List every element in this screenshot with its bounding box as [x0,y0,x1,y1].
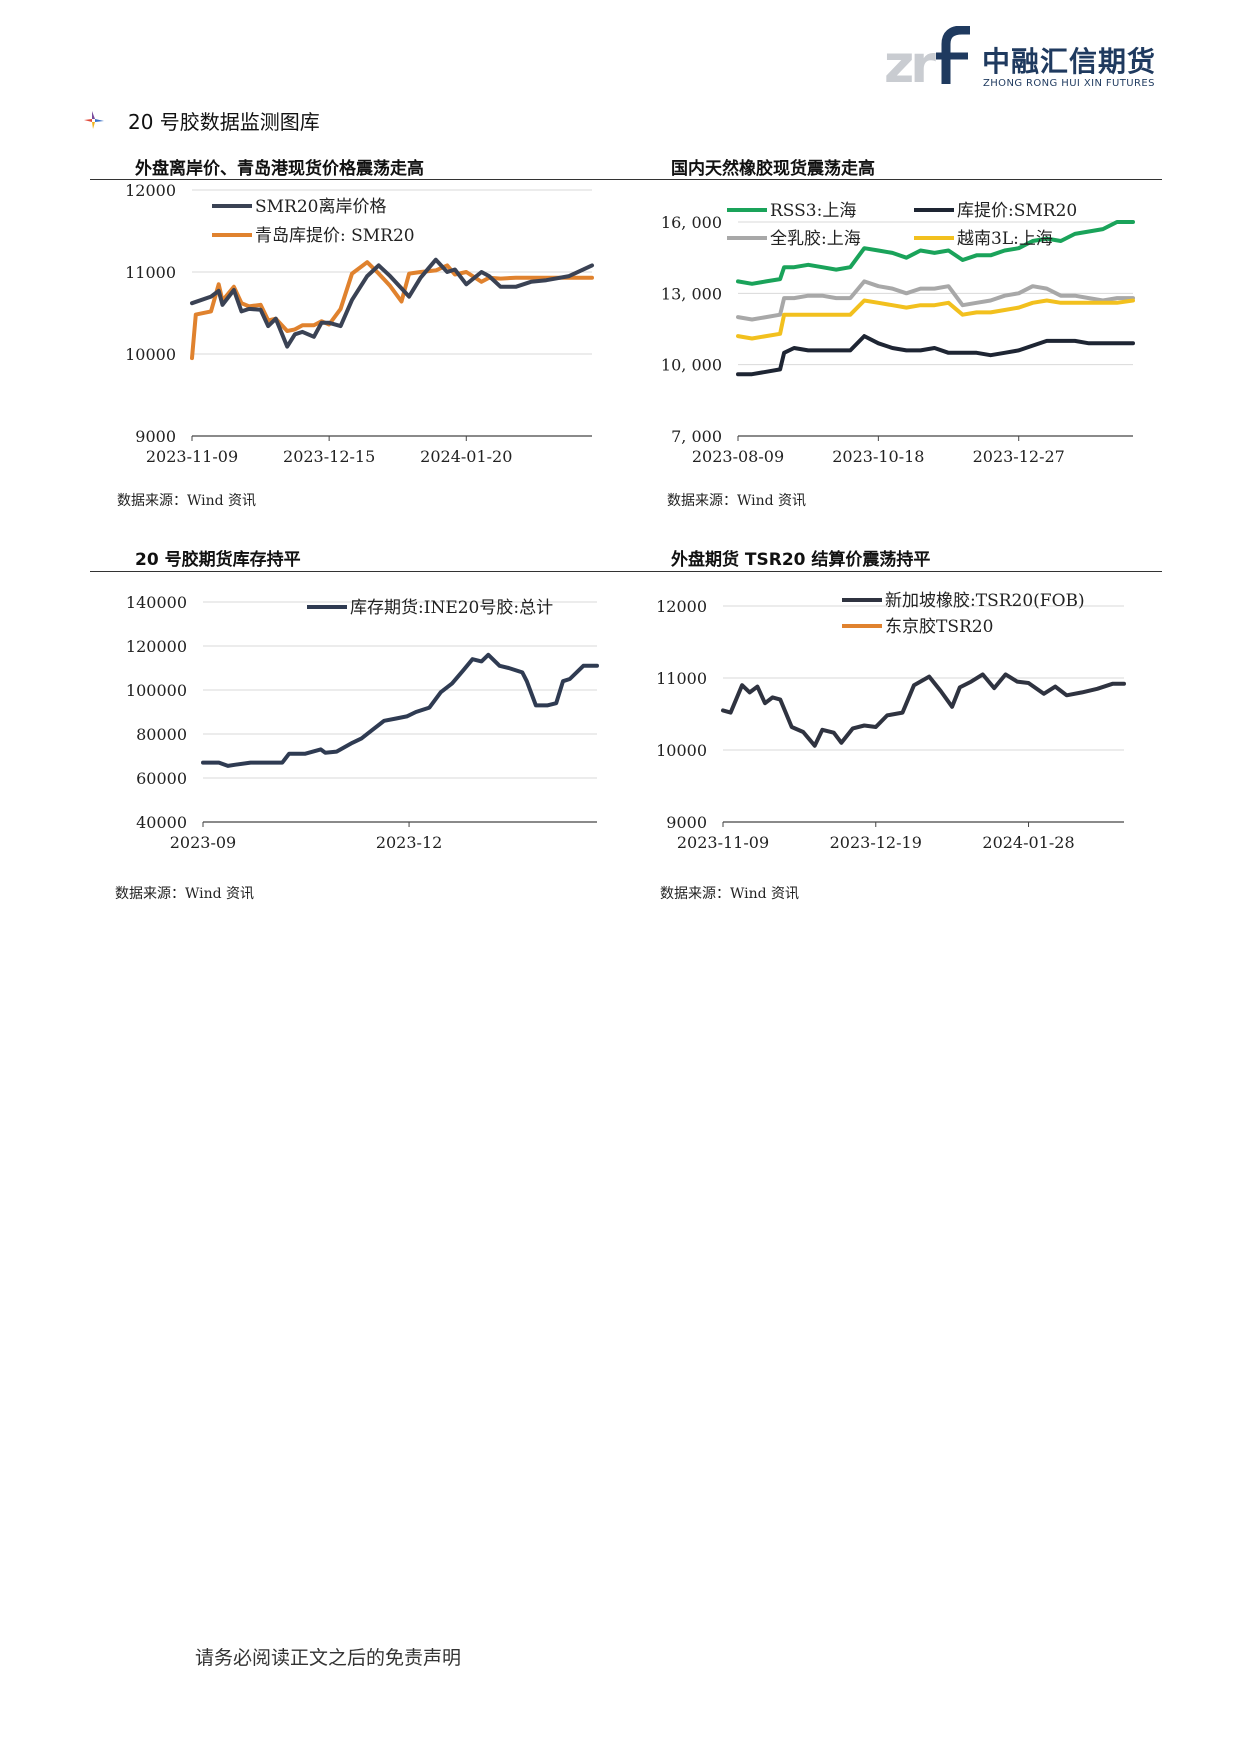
y-tick-label: 10000 [656,741,707,760]
section-title: 20 号胶数据监测图库 [128,110,320,134]
x-tick-label: 2023-12-15 [283,447,375,466]
y-tick-label: 80000 [136,725,187,744]
y-tick-label: 12000 [656,597,707,616]
y-tick-label: 10000 [125,345,176,364]
y-tick-label: 11000 [125,263,176,282]
logo-mark: zr [884,25,970,95]
legend-label: 全乳胶:上海 [770,229,861,249]
source-note-4: 数据来源：Wind 资讯 [660,886,800,902]
panel-title-4: 外盘期货 TSR20 结算价震荡持平 [671,550,931,570]
legend-label: 青岛库提价: SMR20 [255,226,415,246]
company-logo: zr 中融汇信期货 ZHONG RONG HUI XIN FUTURES [884,25,1174,96]
panel-title-3: 20 号胶期货库存持平 [135,550,301,570]
y-tick-label: 7, 000 [671,427,722,446]
panel-rule-bottom [90,571,1162,572]
legend-label: SMR20离岸价格 [255,197,386,217]
chart-3: 40000 60000 80000 100000 120000 140000 2023-09… [126,593,599,852]
section-bullet-icon [84,111,104,129]
series-line-1 [190,257,594,349]
x-tick-label: 2024-01-28 [982,833,1074,852]
source-note-1: 数据来源：Wind 资讯 [117,493,257,509]
series-line-1 [736,220,1135,286]
svg-text:zr: zr [884,35,936,95]
y-tick-label: 140000 [126,593,187,612]
y-tick-label: 9000 [135,427,176,446]
series-line-4 [736,298,1135,341]
series-line-1 [721,672,1126,748]
x-tick-label: 2023-10-18 [832,447,924,466]
legend-label: 新加坡橡胶:TSR20(FOB) [885,591,1085,611]
y-tick-label: 120000 [126,637,187,656]
x-tick-label: 2023-12-19 [830,833,922,852]
y-tick-label: 9000 [666,813,707,832]
chart-2: 7, 000 10, 000 13, 000 16, 000 2023-08-09 202… [661,201,1135,466]
y-tick-label: 100000 [126,681,187,700]
source-note-3: 数据来源：Wind 资讯 [115,886,255,902]
source-note-2: 数据来源：Wind 资讯 [667,493,807,509]
x-tick-label: 2023-08-09 [692,447,784,466]
disclaimer-footer: 请务必阅读正文之后的免责声明 [195,1647,462,1669]
logo-en: ZHONG RONG HUI XIN FUTURES [983,78,1155,89]
legend-label: RSS3:上海 [770,201,856,221]
x-tick-label: 2023-12-27 [973,447,1065,466]
chart-1: 9000 10000 11000 12000 2023-11-09 2023-12-15 2… [125,181,594,466]
y-tick-label: 16, 000 [661,213,722,232]
y-tick-label: 13, 000 [661,284,722,303]
x-tick-label: 2023-12 [376,833,442,852]
series-line-3 [736,279,1135,322]
x-tick-label: 2024-01-20 [420,447,512,466]
series-line-1 [201,652,599,768]
legend-label: 库提价:SMR20 [957,201,1077,221]
y-tick-label: 12000 [125,181,176,200]
panel-title-2: 国内天然橡胶现货震荡走高 [671,159,875,179]
legend-label: 库存期货:INE20号胶:总计 [350,598,553,618]
y-tick-label: 40000 [136,813,187,832]
y-tick-label: 11000 [656,669,707,688]
logo-cn: 中融汇信期货 [982,45,1157,78]
legend-label: 越南3L:上海 [957,229,1053,249]
chart-4: 9000 10000 11000 12000 2023-11-09 2023-12-19 2… [656,591,1126,852]
series-line-2 [736,334,1135,377]
panel-rule-top [90,179,1162,180]
x-tick-label: 2023-11-09 [677,833,769,852]
panel-title-1: 外盘离岸价、青岛港现货价格震荡走高 [135,159,424,179]
y-tick-label: 10, 000 [661,356,722,375]
y-tick-label: 60000 [136,769,187,788]
x-tick-label: 2023-11-09 [146,447,238,466]
charts-canvas: 9000 10000 11000 12000 2023-11-09 2023-12-15 2… [125,181,1135,852]
legend-label: 东京胶TSR20 [885,617,993,637]
x-tick-label: 2023-09 [170,833,236,852]
